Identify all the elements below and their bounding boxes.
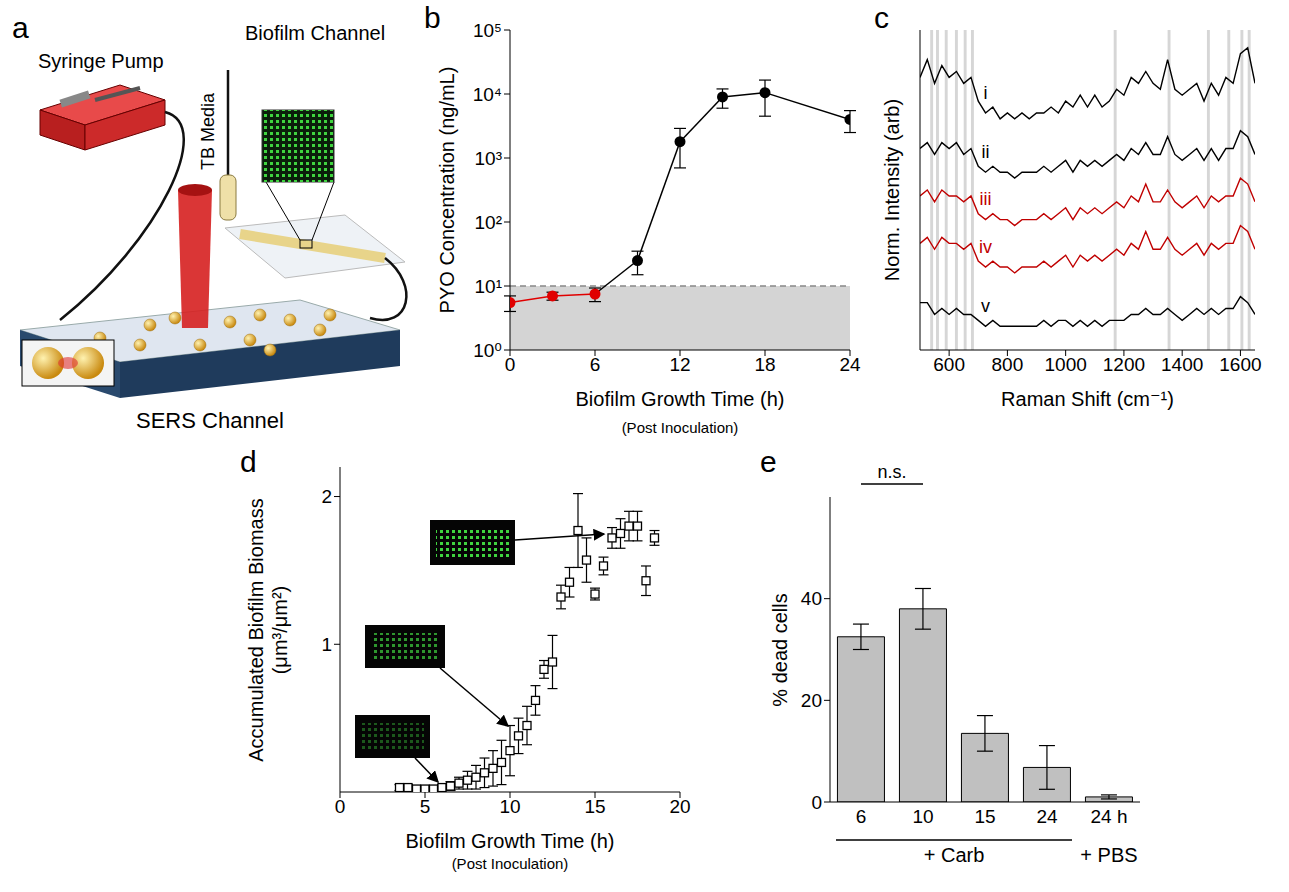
svg-text:10¹: 10¹	[475, 276, 502, 297]
svg-text:0: 0	[505, 354, 516, 375]
svg-text:a: a	[12, 11, 29, 44]
svg-text:10⁰: 10⁰	[473, 340, 502, 361]
svg-text:15: 15	[974, 806, 995, 827]
html-text:(Post Inoculation): (Post Inoculation)	[621, 419, 739, 436]
svg-text:10⁴: 10⁴	[473, 84, 502, 105]
svg-text:1400: 1400	[1161, 354, 1203, 375]
html-text:PYO Concentration (ng/mL): PYO Concentration (ng/mL)	[436, 66, 458, 314]
svg-text:10²: 10²	[475, 212, 502, 233]
svg-text:2: 2	[321, 486, 332, 507]
html-text:d: d	[240, 445, 257, 478]
svg-text:6: 6	[856, 806, 867, 827]
svg-text:24 h: 24 h	[1091, 806, 1128, 827]
svg-text:40: 40	[801, 588, 822, 609]
svg-text:18: 18	[754, 354, 775, 375]
svg-text:1000: 1000	[1045, 354, 1087, 375]
svg-text:1600: 1600	[1219, 354, 1261, 375]
svg-text:Biofilm Growth Time (h): Biofilm Growth Time (h)	[406, 830, 615, 852]
svg-text:0: 0	[335, 796, 346, 817]
svg-text:10⁵: 10⁵	[473, 20, 502, 41]
svg-text:0: 0	[811, 792, 822, 813]
svg-text:600: 600	[933, 354, 965, 375]
html-text:e: e	[760, 445, 777, 478]
html-text:c: c	[874, 1, 889, 34]
svg-text:i: i	[984, 83, 988, 103]
svg-text:Biofilm Channel: Biofilm Channel	[245, 22, 385, 44]
svg-text:10³: 10³	[475, 148, 502, 169]
html-text:Norm. Intensity (arb): Norm. Intensity (arb)	[881, 98, 903, 282]
svg-text:20: 20	[669, 796, 690, 817]
svg-text:n.s.: n.s.	[877, 462, 906, 482]
svg-text:800: 800	[992, 354, 1024, 375]
svg-text:24: 24	[839, 354, 861, 375]
svg-text:1: 1	[321, 634, 332, 655]
svg-text:1200: 1200	[1103, 354, 1145, 375]
svg-text:v: v	[981, 296, 990, 316]
svg-text:20: 20	[801, 690, 822, 711]
svg-text:5: 5	[420, 796, 431, 817]
svg-text:10: 10	[499, 796, 520, 817]
svg-text:Raman Shift (cm⁻¹): Raman Shift (cm⁻¹)	[1001, 388, 1174, 410]
html-text:Accumulated Biofilm Biomass (μ: Accumulated Biofilm Biomass (μm³/μm²)	[245, 497, 291, 762]
svg-text:15: 15	[584, 796, 605, 817]
svg-text:SERS Channel: SERS Channel	[136, 408, 284, 433]
html-text:% dead cells: % dead cells	[769, 592, 791, 707]
svg-text:TB Media: TB Media	[198, 92, 218, 170]
svg-text:iv: iv	[979, 237, 992, 257]
svg-text:Biofilm Growth Time (h): Biofilm Growth Time (h)	[576, 388, 785, 410]
svg-text:iii: iii	[980, 189, 992, 209]
svg-text:6: 6	[590, 354, 601, 375]
svg-text:Syringe Pump: Syringe Pump	[38, 50, 164, 72]
html-text:(Post Inoculation): (Post Inoculation)	[451, 855, 569, 872]
svg-text:ii: ii	[982, 142, 990, 162]
svg-text:12: 12	[669, 354, 690, 375]
html-text:b: b	[424, 1, 441, 34]
svg-text:10: 10	[912, 806, 933, 827]
svg-text:+ Carb: + Carb	[924, 844, 985, 866]
svg-text:+ PBS: + PBS	[1080, 844, 1137, 866]
svg-text:24: 24	[1036, 806, 1058, 827]
